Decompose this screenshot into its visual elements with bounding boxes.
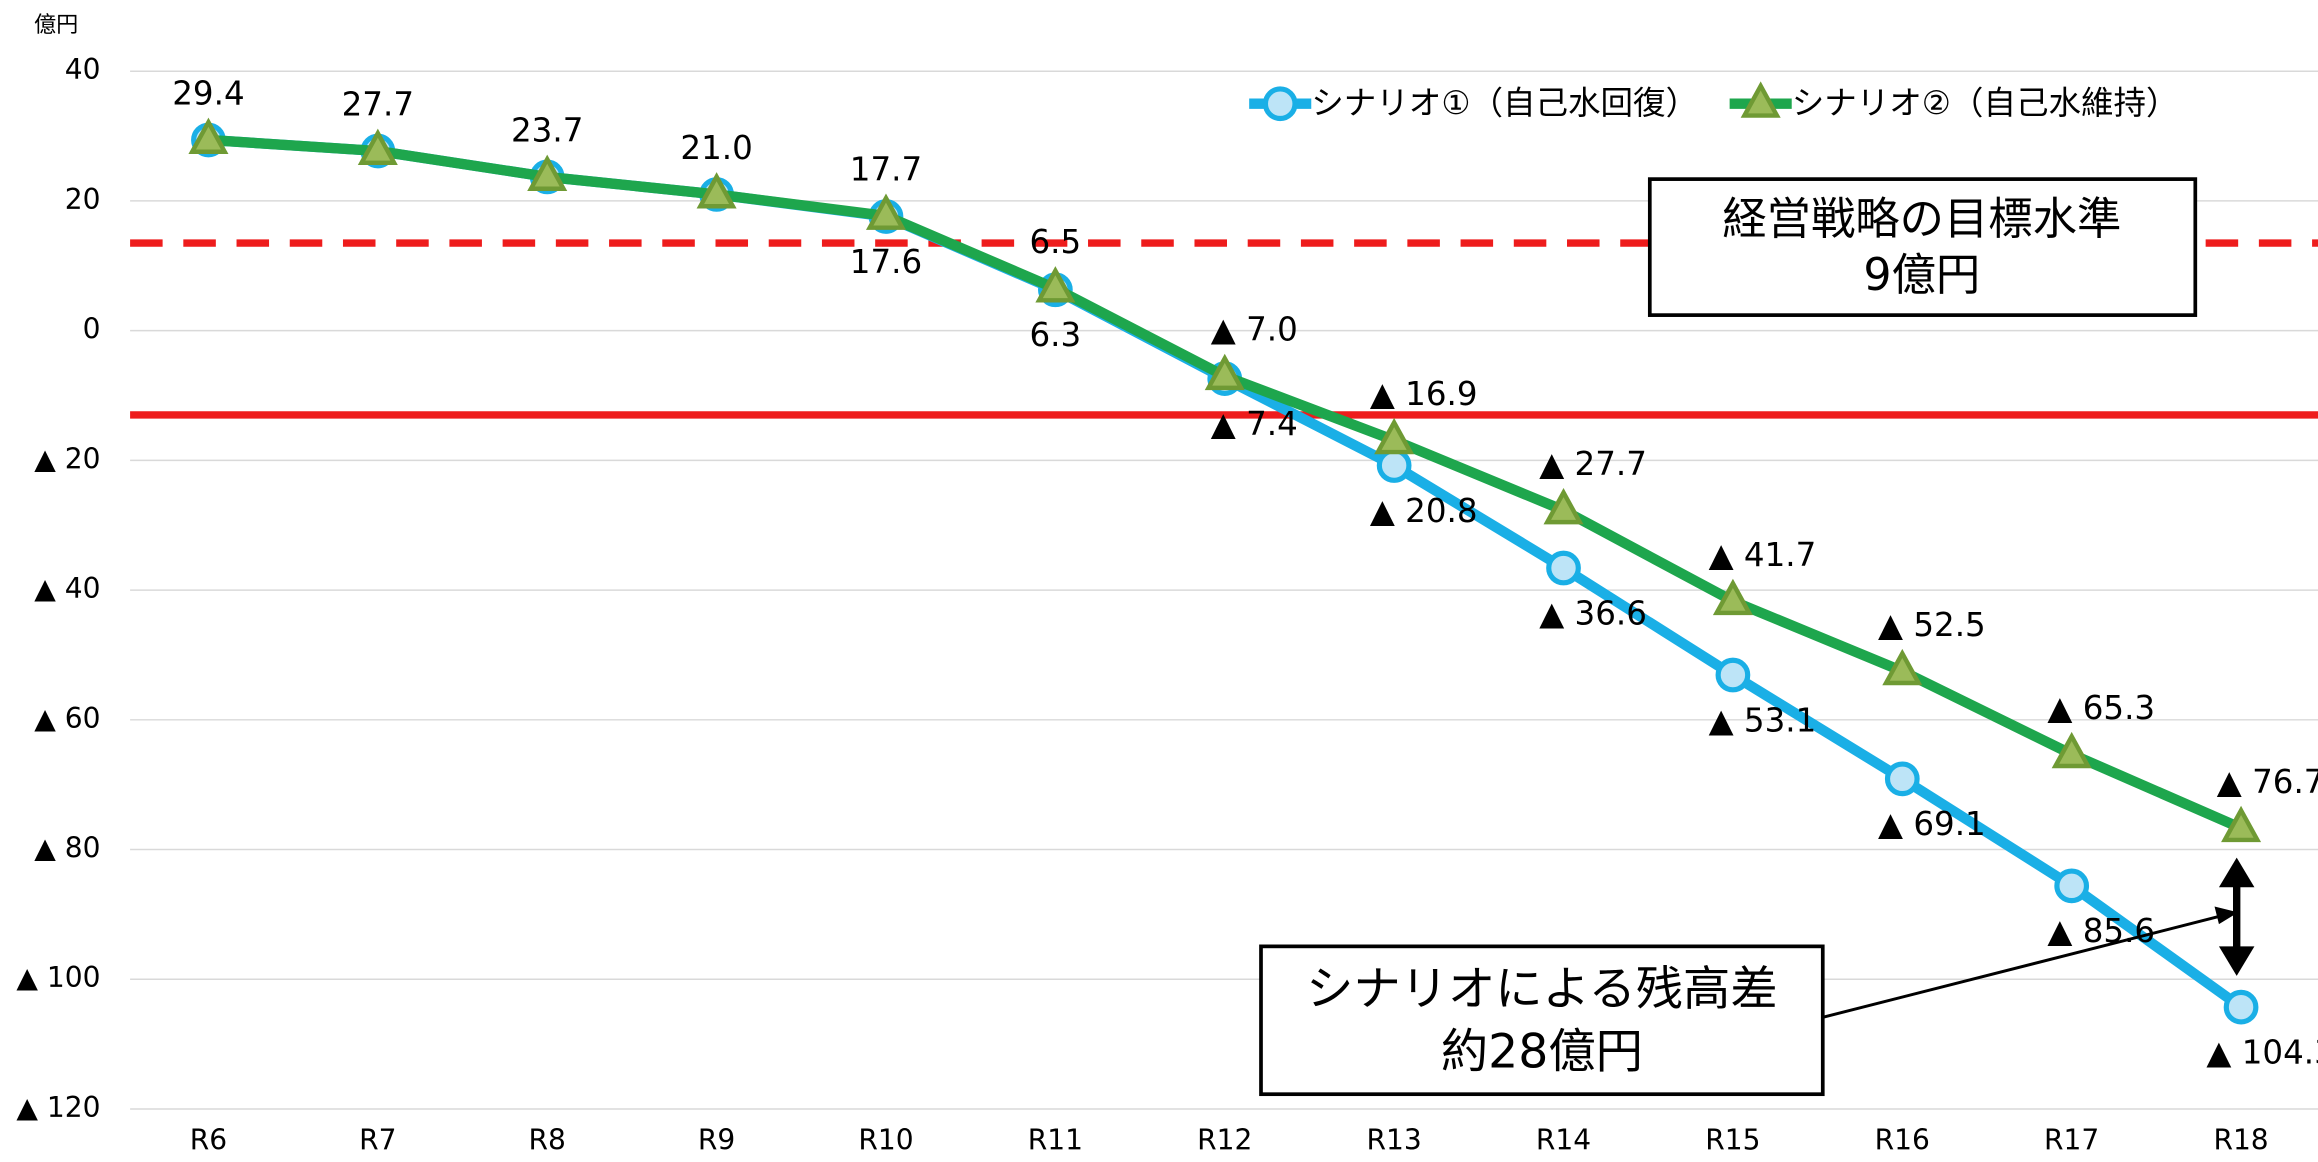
marker [696, 172, 737, 209]
x-tick-label: R16 [1875, 1123, 1930, 1156]
data-label: ▲ 27.7 [1539, 445, 1647, 483]
data-label: ▲ 20.8 [1370, 492, 1478, 530]
data-label: ▲ 36.6 [1539, 594, 1647, 632]
grid [130, 70, 2318, 1110]
marker [1546, 550, 1581, 586]
marker [188, 117, 229, 154]
marker [527, 154, 568, 191]
legend-label: シナリオ②（自己水維持） [1792, 84, 2179, 122]
x-tick-label: R10 [858, 1123, 913, 1156]
x-tick-label: R13 [1367, 1123, 1422, 1156]
arrow-head [2214, 906, 2239, 925]
x-tick-label: R17 [2044, 1123, 2099, 1156]
data-label: 6.3 [1030, 316, 1082, 354]
data-label: 17.6 [850, 243, 922, 281]
y-tick-label: ▲ 120 [16, 1091, 100, 1124]
marker [2221, 805, 2262, 843]
data-label: 6.5 [1030, 223, 1082, 261]
y-tick-label: ▲ 80 [34, 832, 100, 865]
marker [2054, 868, 2090, 904]
marker [2051, 731, 2092, 769]
marker [357, 128, 398, 166]
data-label: ▲ 85.6 [2047, 912, 2155, 950]
y-tick-label: ▲ 60 [34, 702, 100, 735]
legend-marker [1262, 86, 1298, 122]
data-label: 17.7 [850, 150, 922, 188]
x-tick-label: R18 [2213, 1123, 2268, 1156]
y-tick-label: ▲ 20 [34, 442, 100, 475]
legend-marker [1740, 81, 1781, 118]
data-label: ▲ 16.9 [1370, 375, 1478, 413]
arrow-head [2218, 946, 2255, 976]
y-tick-label: ▲ 40 [34, 572, 100, 605]
y-tick-label: 0 [83, 313, 101, 346]
x-tick-label: R6 [190, 1123, 227, 1156]
marker [1882, 648, 1923, 686]
unit-label: 億円 [34, 12, 78, 38]
marker [1712, 578, 1753, 616]
marker [1715, 657, 1751, 693]
marker [865, 193, 906, 230]
data-label: 27.7 [342, 86, 414, 124]
data-label: 21.0 [680, 129, 752, 167]
x-tick-label: R15 [1705, 1123, 1760, 1156]
data-label: ▲ 104.3 [2206, 1033, 2318, 1071]
data-label: 23.7 [511, 112, 583, 150]
marker [1035, 266, 1076, 303]
data-label: 29.4 [172, 75, 244, 113]
data-label: ▲ 69.1 [1878, 805, 1986, 843]
legend: シナリオ①（自己水回復） シナリオ②（自己水維持） [1249, 81, 2179, 122]
marker [1376, 448, 1412, 483]
annotation-text: 9億円 [1863, 250, 1980, 301]
box [1647, 177, 2198, 317]
x-tick-label: R14 [1536, 1123, 1591, 1156]
data-label: ▲ 65.3 [2047, 689, 2155, 727]
data-label: ▲ 7.0 [1211, 311, 1298, 349]
box [1259, 944, 1825, 1097]
x-tick-label: R12 [1197, 1123, 1252, 1156]
leader-line [1822, 912, 2230, 1019]
annotation-text: 経営戦略の目標水準 [1722, 194, 2121, 245]
legend-label: シナリオ①（自己水回復） [1311, 84, 1698, 122]
series [188, 117, 2262, 843]
annotation-text: シナリオによる残高差 [1306, 962, 1778, 1017]
marker [1543, 487, 1584, 525]
annotation-box: 経営戦略の目標水準 9億円 [1647, 177, 2198, 317]
x-tick-label: R7 [359, 1123, 396, 1156]
y-tick-label: 40 [65, 53, 101, 86]
y-tick-label: 20 [65, 183, 101, 216]
x-tick-label: R9 [698, 1123, 735, 1156]
marker [2223, 989, 2259, 1025]
data-label: ▲ 41.7 [1709, 536, 1817, 574]
marker [1884, 761, 1920, 797]
x-tick-label: R11 [1028, 1123, 1083, 1156]
annotation-text: 約28億円 [1441, 1024, 1643, 1079]
data-label: ▲ 52.5 [1878, 606, 1986, 644]
data-label: ▲ 7.4 [1211, 405, 1298, 443]
marker [1204, 353, 1245, 391]
data-label: ▲ 76.7 [2217, 763, 2318, 801]
marker [1374, 417, 1415, 455]
y-tick-label: ▲ 100 [16, 961, 100, 994]
x-tick-label: R8 [529, 1123, 566, 1156]
data-label: ▲ 53.1 [1709, 701, 1817, 739]
arrow-head [2218, 857, 2255, 888]
